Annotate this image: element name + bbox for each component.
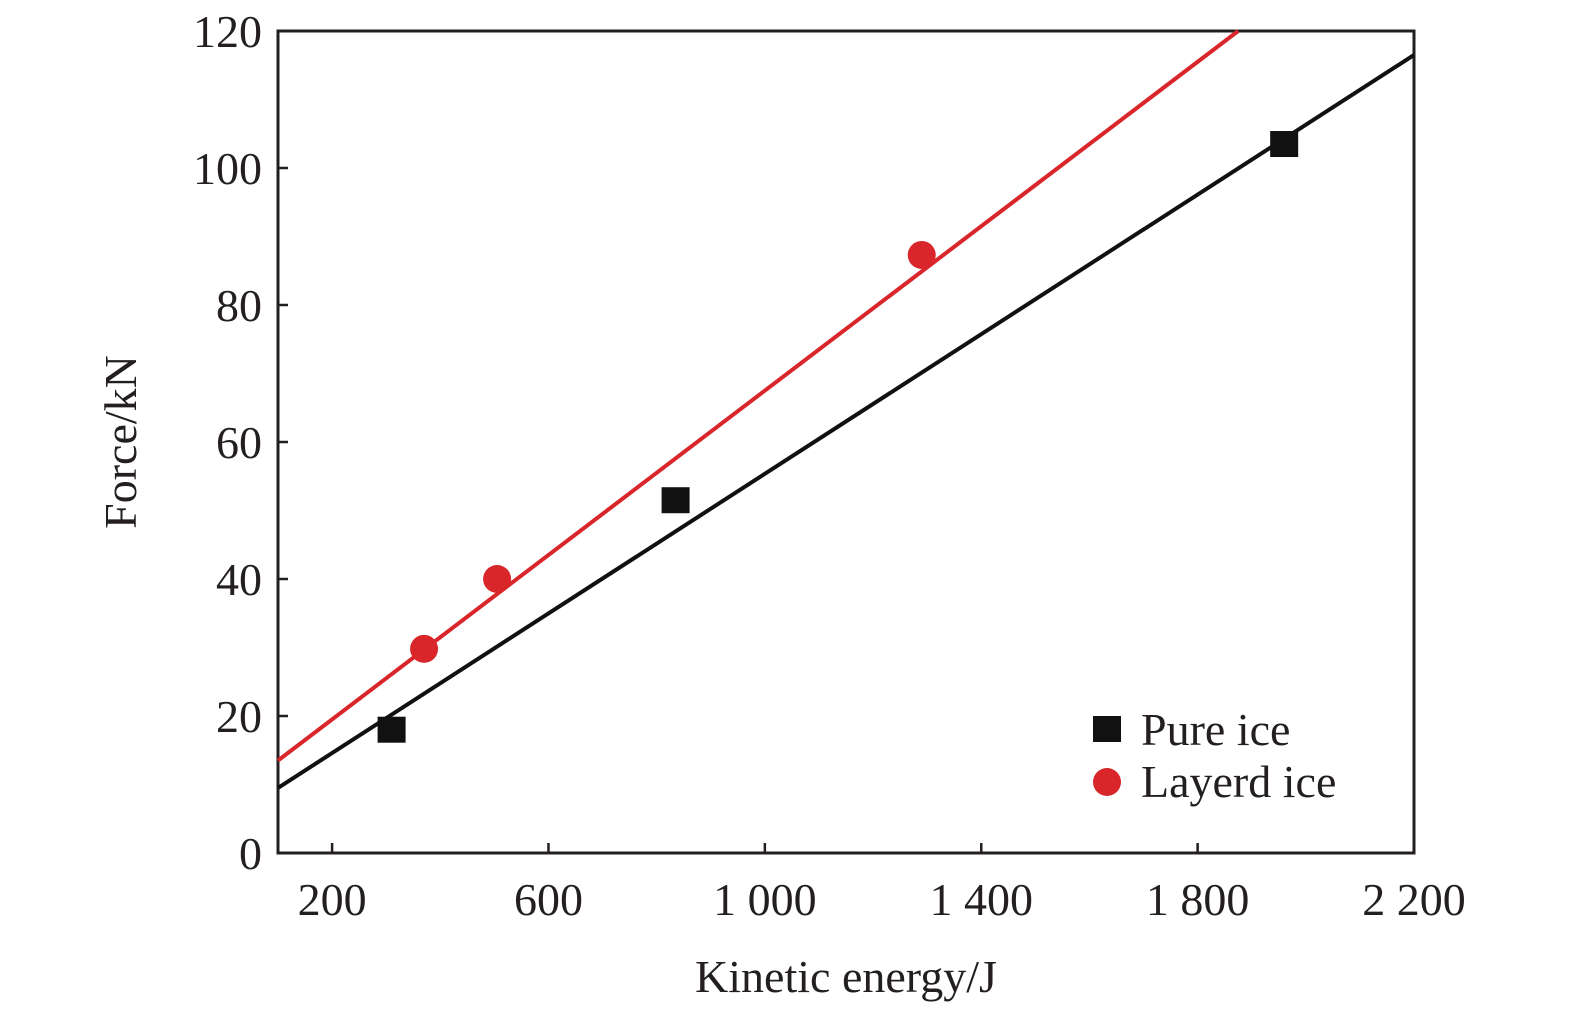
data-point-circle (483, 565, 512, 593)
y-tick-label: 20 (216, 691, 262, 742)
data-markers (377, 131, 1299, 743)
y-axis-title: Force/kN (95, 355, 146, 529)
legend-marker-pure-ice (1093, 716, 1121, 742)
y-tick-label: 80 (216, 280, 262, 331)
y-axis: 0 20 40 60 80 100 120 (193, 6, 288, 879)
data-point-square (661, 487, 690, 514)
data-point-square (1270, 131, 1299, 158)
x-tick-label: 2 200 (1362, 874, 1466, 925)
legend-label-layerd-ice: Layerd ice (1141, 756, 1336, 807)
x-tick-label: 200 (298, 874, 367, 925)
y-tick-label: 120 (193, 6, 262, 57)
fit-line-series-1 (276, 29, 1240, 763)
legend-label-pure-ice: Pure ice (1141, 704, 1290, 755)
x-tick-label: 1 800 (1146, 874, 1250, 925)
x-tick-label: 1 400 (929, 874, 1033, 925)
data-point-square (377, 716, 406, 743)
data-point-circle (907, 240, 936, 269)
y-tick-label: 60 (216, 417, 262, 468)
y-tick-label: 40 (216, 554, 262, 605)
y-tick-label: 0 (239, 828, 262, 879)
legend: Pure ice Layerd ice (1093, 704, 1336, 807)
x-tick-label: 1 000 (713, 874, 817, 925)
data-point-circle (410, 634, 439, 663)
fit-line-series-0 (276, 53, 1416, 790)
x-tick-label: 600 (514, 874, 583, 925)
y-tick-label: 100 (193, 143, 262, 194)
x-axis: 200 600 1 000 1 400 1 800 2 200 (298, 843, 1466, 925)
legend-marker-layerd-ice (1093, 768, 1121, 796)
x-axis-title: Kinetic energy/J (695, 951, 997, 1002)
fit-lines (276, 29, 1416, 790)
